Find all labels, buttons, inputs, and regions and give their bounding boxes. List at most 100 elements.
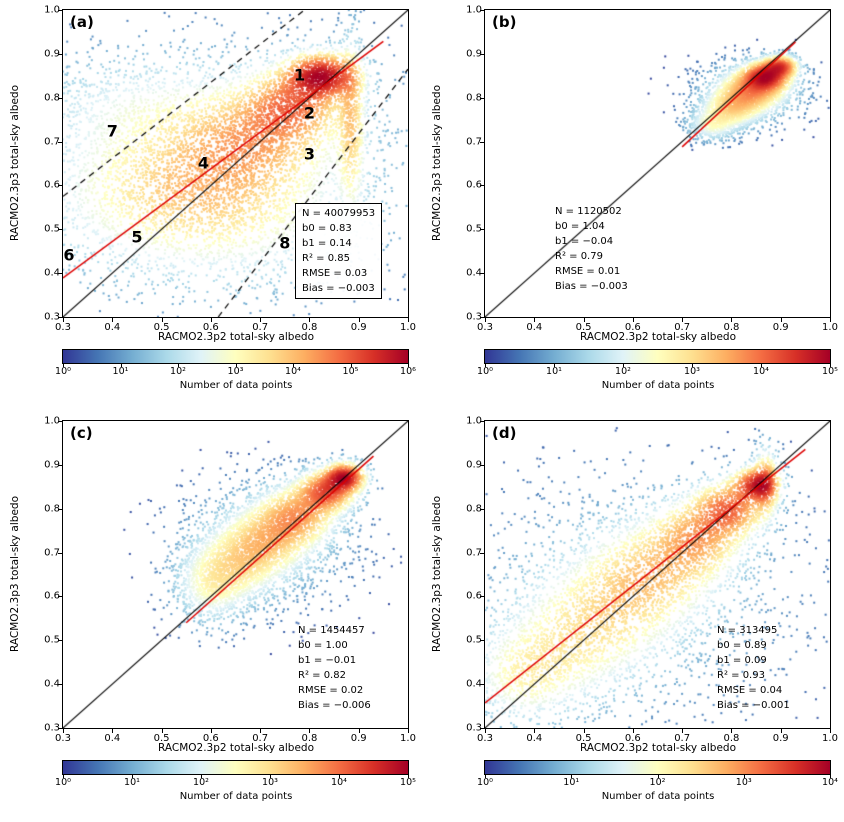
x-tick-label: 0.6	[202, 733, 219, 744]
y-tick-label: 0.3	[466, 722, 482, 734]
stats-box: N = 40079953 b0 = 0.83 b1 = 0.14 R² = 0.…	[295, 203, 383, 299]
y-tick-mark	[480, 421, 484, 422]
plot-area	[62, 9, 409, 318]
y-tick-mark	[58, 684, 62, 686]
x-tick-mark	[583, 318, 585, 322]
y-tick-mark	[58, 421, 62, 422]
colorbar-tick-label: 10⁵	[342, 366, 359, 377]
y-tick-mark	[58, 10, 62, 11]
plot-area	[62, 420, 409, 729]
x-tick-mark	[358, 729, 360, 733]
y-axis-label: RACMO2.3p3 total-sky albedo	[431, 496, 443, 652]
x-tick-label: 0.3	[477, 322, 493, 333]
panel-a: RACMO2.3p3 total-sky albedo (a) N = 4007…	[0, 0, 422, 411]
y-tick-label: 0.5	[44, 223, 60, 235]
colorbar-tick-mark	[201, 775, 202, 778]
x-tick-label: 0.9	[350, 733, 367, 744]
colorbar-tick-label: 10¹	[546, 366, 562, 377]
x-tick-label: 0.9	[350, 322, 367, 333]
y-tick-label: 0.8	[44, 503, 60, 515]
stat-line-r2: R² = 0.85	[302, 253, 350, 264]
stats-box: N = 1454457 b0 = 1.00 b1 = −0.01 R² = 0.…	[298, 623, 371, 713]
stat-line-r2: R² = 0.79	[555, 251, 603, 262]
colorbar-tick-mark	[132, 775, 133, 778]
colorbar	[484, 760, 831, 775]
colorbar-tick-label: 10²	[649, 777, 666, 788]
stat-line-rmse: RMSE = 0.03	[302, 268, 368, 279]
y-tick-label: 0.9	[466, 459, 482, 471]
x-tick-label: 0.5	[575, 322, 592, 333]
colorbar-tick-label: 10⁴	[285, 366, 301, 377]
colorbar-tick-mark	[235, 364, 237, 367]
stat-line-rmse: RMSE = 0.02	[298, 685, 364, 696]
x-tick-mark	[161, 318, 163, 322]
x-tick-mark	[408, 318, 409, 322]
y-axis-label: RACMO2.3p3 total-sky albedo	[9, 85, 21, 241]
y-tick-label: 0.9	[44, 459, 60, 471]
x-tick-mark	[534, 318, 536, 322]
colorbar	[62, 349, 409, 364]
x-tick-label: 1.0	[822, 733, 838, 744]
stat-line-b0: b0 = 0.89	[717, 640, 767, 651]
y-axis-label: RACMO2.3p3 total-sky albedo	[9, 496, 21, 652]
stat-line-bias: Bias = −0.003	[555, 281, 628, 292]
colorbar-tick-label: 10⁰	[55, 366, 71, 377]
y-tick-label: 0.4	[466, 267, 482, 279]
y-tick-mark	[58, 728, 62, 729]
y-tick-mark	[480, 508, 484, 510]
panel-c: RACMO2.3p3 total-sky albedo (c) N = 1454…	[0, 411, 422, 822]
stat-line-bias: Bias = −0.001	[717, 700, 790, 711]
colorbar	[484, 349, 831, 364]
x-tick-label: 0.7	[252, 733, 269, 744]
panel-b: RACMO2.3p3 total-sky albedo (b) N = 1120…	[422, 0, 844, 411]
colorbar-tick-label: 10⁰	[55, 777, 71, 788]
stat-line-r2: R² = 0.82	[298, 670, 346, 681]
colorbar-tick-mark	[485, 364, 486, 367]
colorbar-label: Number of data points	[601, 791, 715, 802]
x-tick-label: 0.8	[723, 733, 740, 744]
x-tick-label: 1.0	[822, 322, 838, 333]
stats-box: N = 1120502 b0 = 1.04 b1 = −0.04 R² = 0.…	[555, 204, 628, 294]
colorbar-tick-mark	[657, 775, 659, 778]
x-tick-label: 0.3	[55, 322, 71, 333]
stat-line-b1: b1 = 0.09	[717, 655, 767, 666]
y-tick-mark	[58, 229, 62, 231]
colorbar-tick-mark	[293, 364, 294, 367]
x-tick-mark	[731, 318, 733, 322]
stat-line-n: N = 1120502	[555, 206, 622, 217]
stat-line-b0: b0 = 1.04	[555, 221, 605, 232]
y-tick-mark	[58, 185, 62, 187]
colorbar	[62, 760, 409, 775]
colorbar-gradient	[485, 761, 830, 774]
colorbar-tick-mark	[830, 364, 831, 367]
stat-line-b0: b0 = 0.83	[302, 223, 352, 234]
y-tick-mark	[480, 596, 484, 598]
colorbar-gradient	[63, 350, 408, 363]
colorbar-gradient	[485, 350, 830, 363]
colorbar-tick-label: 10³	[262, 777, 278, 788]
panel-label: (d)	[492, 424, 517, 442]
x-tick-label: 0.7	[674, 733, 691, 744]
colorbar-tick-mark	[408, 775, 409, 778]
colorbar-tick-mark	[120, 364, 122, 367]
colorbar-tick-mark	[339, 775, 340, 778]
x-tick-mark	[485, 729, 486, 733]
panel-d: RACMO2.3p3 total-sky albedo (d) N = 3134…	[422, 411, 844, 822]
plot-area	[484, 9, 831, 318]
y-tick-label: 0.3	[44, 311, 60, 323]
x-tick-label: 0.7	[674, 322, 691, 333]
colorbar-tick-label: 10¹	[124, 777, 140, 788]
panel-label: (a)	[70, 13, 94, 31]
y-tick-mark	[58, 97, 62, 99]
y-tick-mark	[480, 10, 484, 11]
y-tick-mark	[58, 464, 62, 466]
x-axis-label: RACMO2.3p2 total-sky albedo	[580, 742, 736, 754]
colorbar-gradient	[63, 761, 408, 774]
x-tick-mark	[780, 318, 782, 322]
stat-line-r2: R² = 0.93	[717, 670, 765, 681]
y-tick-mark	[480, 97, 484, 99]
y-tick-label: 0.7	[466, 136, 482, 148]
x-tick-mark	[731, 729, 733, 733]
y-tick-label: 0.4	[44, 267, 60, 279]
colorbar-tick-mark	[623, 364, 624, 367]
